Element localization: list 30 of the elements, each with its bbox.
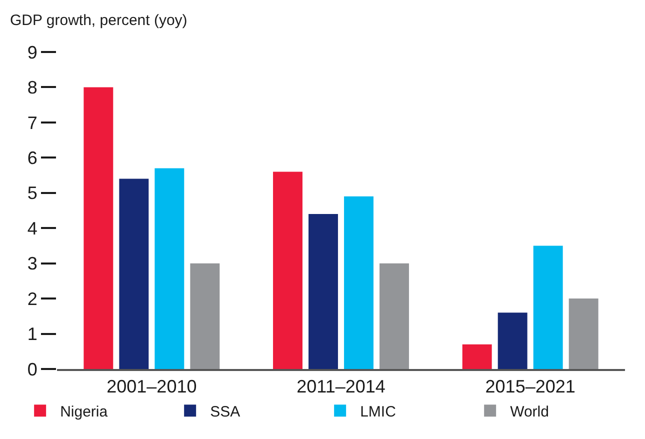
x-tick-label: 2011–2014	[296, 376, 386, 396]
y-tick-label: 6	[27, 148, 38, 168]
y-tick-label: 3	[27, 254, 38, 274]
y-tick-label: 2	[27, 288, 38, 309]
bar	[568, 298, 598, 369]
y-tick-label: 9	[27, 42, 38, 62]
bar	[533, 246, 563, 369]
bar	[344, 196, 374, 369]
bar	[498, 312, 528, 369]
bar	[119, 178, 149, 369]
bar	[380, 263, 409, 369]
legend-label: World	[510, 403, 549, 420]
y-tick-label: 1	[27, 324, 38, 344]
bar	[154, 168, 184, 369]
bar	[273, 172, 302, 369]
y-tick-label: 0	[27, 359, 38, 380]
legend-label: SSA	[210, 403, 240, 420]
bar	[308, 214, 338, 369]
bar	[190, 263, 220, 369]
x-tick-label: 2015–2021	[485, 376, 576, 396]
y-tick-label: 7	[27, 112, 38, 133]
y-axis-title: GDP growth, percent (yoy)	[10, 12, 188, 29]
legend-label: Nigeria	[60, 403, 108, 420]
bar	[462, 344, 492, 369]
x-tick-label: 2001–2010	[106, 376, 197, 396]
legend-label: LMIC	[360, 403, 396, 420]
y-tick-label: 8	[27, 78, 38, 98]
y-tick-label: 5	[27, 183, 38, 204]
bar	[84, 87, 114, 369]
y-tick-label: 4	[27, 218, 38, 238]
